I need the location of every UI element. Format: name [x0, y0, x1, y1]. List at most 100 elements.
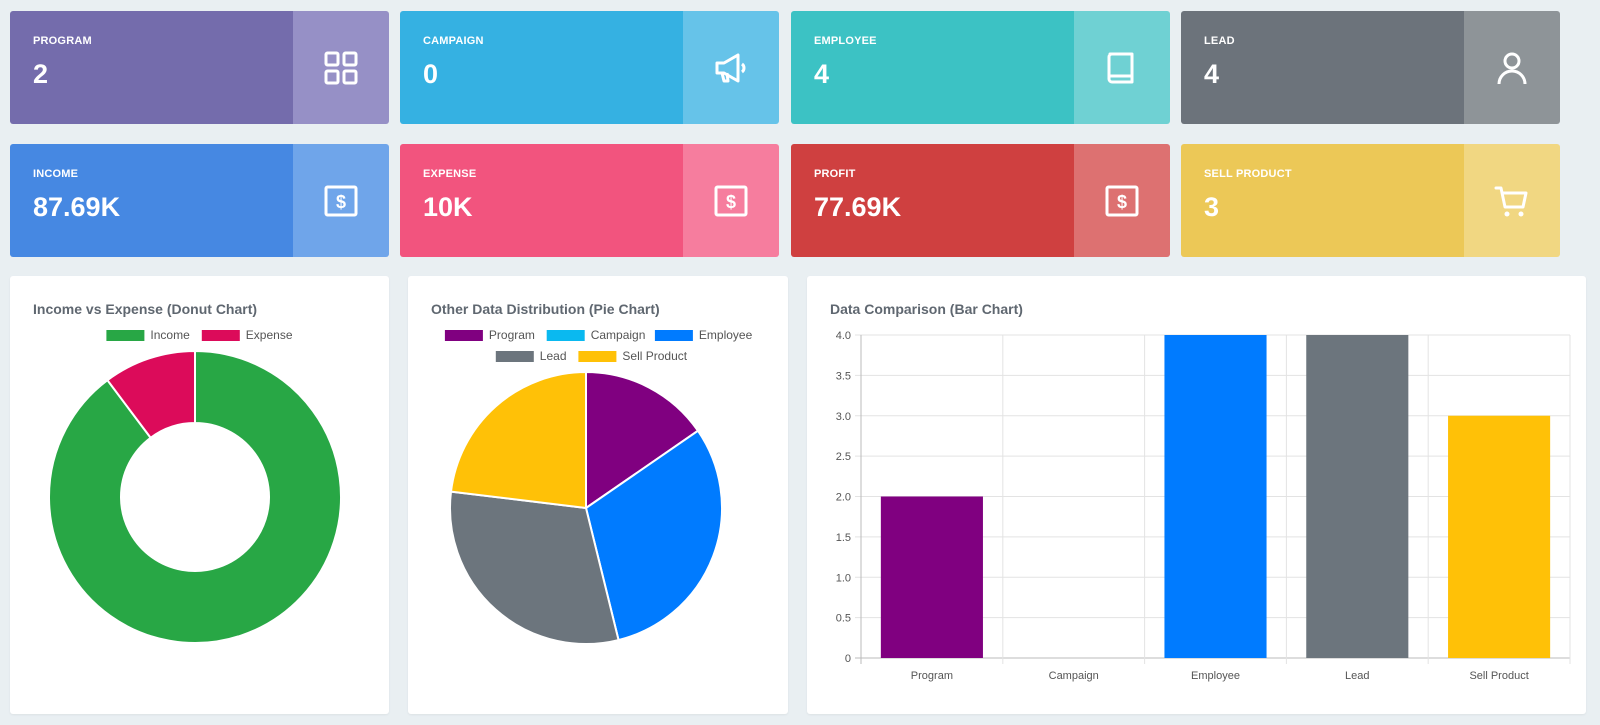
y-tick-label: 0.5	[836, 613, 851, 625]
pie-slice-employee[interactable]	[584, 429, 723, 642]
stat-card-income[interactable]: INCOME 87.69K $	[10, 144, 389, 257]
legend-swatch	[578, 351, 617, 362]
donut-chart-title: Income vs Expense (Donut Chart)	[33, 301, 258, 317]
x-tick-label: Lead	[1345, 670, 1369, 682]
stat-card-body: CAMPAIGN 0	[400, 11, 683, 124]
legend-label: Program	[489, 328, 535, 342]
donut-slice-income[interactable]	[48, 349, 342, 644]
x-tick-label: Sell Product	[1469, 670, 1528, 682]
legend-label: Campaign	[591, 328, 646, 342]
bar-employee[interactable]	[1164, 335, 1267, 658]
stat-card-expense[interactable]: EXPENSE 10K $	[400, 144, 779, 257]
stat-card-value: 10K	[423, 192, 473, 222]
stat-card-icon-area: $	[1074, 144, 1170, 257]
legend-item-expense[interactable]: Expense	[201, 328, 293, 342]
y-tick-label: 3.5	[836, 370, 851, 382]
stat-card-value: 4	[814, 59, 830, 89]
legend-label: Income	[150, 328, 190, 342]
legend-item-employee[interactable]: Employee	[654, 328, 753, 342]
stat-card-campaign[interactable]: CAMPAIGN 0	[400, 11, 779, 124]
donut-slice-expense[interactable]	[106, 349, 196, 440]
stat-card-value: 3	[1204, 192, 1220, 222]
svg-text:$: $	[1117, 192, 1127, 212]
stat-card-body: EXPENSE 10K	[400, 144, 683, 257]
dollar-icon: $	[1105, 185, 1139, 216]
svg-text:$: $	[336, 192, 346, 212]
stat-card-body: EMPLOYEE 4	[791, 11, 1074, 124]
donut-chart: Income Expense	[48, 328, 342, 644]
y-tick-label: 0	[845, 653, 851, 665]
legend-swatch	[546, 330, 585, 341]
bar-chart-panel: Data Comparison (Bar Chart) 0 0.5 1.0 1.5 2.…	[807, 276, 1586, 714]
stat-card-employee[interactable]: EMPLOYEE 4	[791, 11, 1170, 124]
y-tick-label: 1.0	[836, 572, 851, 584]
dollar-icon: $	[714, 185, 748, 216]
legend-swatch	[495, 351, 534, 362]
y-tick-label: 2.0	[836, 492, 851, 504]
y-tick-label: 1.5	[836, 532, 851, 544]
user-icon	[1497, 52, 1527, 84]
stat-card-icon-area	[1464, 144, 1560, 257]
legend-swatch	[201, 330, 240, 341]
pie-chart-title: Other Data Distribution (Pie Chart)	[431, 301, 660, 317]
stat-card-lead[interactable]: LEAD 4	[1181, 11, 1560, 124]
stat-card-label: CAMPAIGN	[423, 35, 484, 47]
stat-card-label: PROGRAM	[33, 35, 92, 47]
legend-swatch	[106, 330, 145, 341]
y-tick-label: 4.0	[836, 330, 851, 342]
pie-slice-program[interactable]	[585, 370, 700, 510]
grid-icon	[324, 51, 358, 84]
bar-lead[interactable]	[1306, 335, 1409, 658]
legend-item-program[interactable]: Program	[444, 328, 535, 342]
stat-card-body: LEAD 4	[1181, 11, 1464, 124]
legend-item-campaign[interactable]: Campaign	[546, 328, 646, 342]
legend-label: Lead	[540, 349, 567, 363]
pie-chart: Program Campaign Employee Lead Sell Product	[444, 328, 753, 645]
stat-card-icon-area: $	[683, 144, 779, 257]
svg-text:$: $	[726, 192, 736, 212]
bar-program[interactable]	[880, 496, 983, 659]
megaphone-icon	[715, 53, 746, 82]
pie-chart-panel: Other Data Distribution (Pie Chart) Prog…	[408, 276, 788, 714]
bar-chart-title: Data Comparison (Bar Chart)	[830, 301, 1023, 317]
stat-card-value: 2	[33, 59, 49, 89]
legend-swatch	[444, 330, 483, 341]
stat-card-value: 77.69K	[814, 192, 902, 222]
stat-card-icon-area: $	[293, 144, 389, 257]
stat-card-icon-area	[1464, 11, 1560, 124]
stat-card-label: PROFIT	[814, 168, 856, 180]
x-tick-label: Campaign	[1049, 670, 1099, 682]
stat-card-sell-product[interactable]: SELL PRODUCT 3	[1181, 144, 1560, 257]
book-icon	[1107, 52, 1134, 83]
stat-card-value: 87.69K	[33, 192, 121, 222]
pie-slice-lead[interactable]	[449, 490, 620, 645]
y-tick-label: 2.5	[836, 451, 851, 463]
stat-card-icon-area	[683, 11, 779, 124]
stat-card-label: EMPLOYEE	[814, 35, 877, 47]
legend-item-sell-product[interactable]: Sell Product	[578, 349, 688, 363]
x-tick-label: Program	[911, 670, 953, 682]
stat-card-label: INCOME	[33, 168, 79, 180]
legend-label: Expense	[246, 328, 293, 342]
dollar-icon: $	[324, 185, 358, 216]
stat-card-program[interactable]: PROGRAM 2	[10, 11, 389, 124]
x-tick-label: Employee	[1191, 670, 1240, 682]
stat-card-profit[interactable]: PROFIT 77.69K $	[791, 144, 1170, 257]
stat-card-label: EXPENSE	[423, 168, 477, 180]
stat-card-value: 4	[1204, 59, 1220, 89]
bar-chart: 0 0.5 1.0 1.5 2.0 2.5 3.0 3.5 4.0 Program Campaign…	[836, 330, 1571, 682]
donut-chart-panel: Income vs Expense (Donut Chart) Income Ex…	[10, 276, 389, 714]
bar-sell-product[interactable]	[1448, 415, 1551, 658]
legend-item-income[interactable]: Income	[106, 328, 190, 342]
stat-card-value: 0	[423, 59, 439, 89]
stat-card-body: INCOME 87.69K	[10, 144, 293, 257]
legend-label: Sell Product	[622, 349, 687, 363]
stat-card-icon-area	[1074, 11, 1170, 124]
stat-card-icon-area	[293, 11, 389, 124]
pie-slice-sell-product[interactable]	[449, 370, 587, 510]
stat-card-body: PROGRAM 2	[10, 11, 293, 124]
legend-item-lead[interactable]: Lead	[495, 349, 567, 363]
legend-label: Employee	[699, 328, 753, 342]
stat-card-label: SELL PRODUCT	[1204, 168, 1292, 180]
stat-card-label: LEAD	[1204, 35, 1235, 47]
